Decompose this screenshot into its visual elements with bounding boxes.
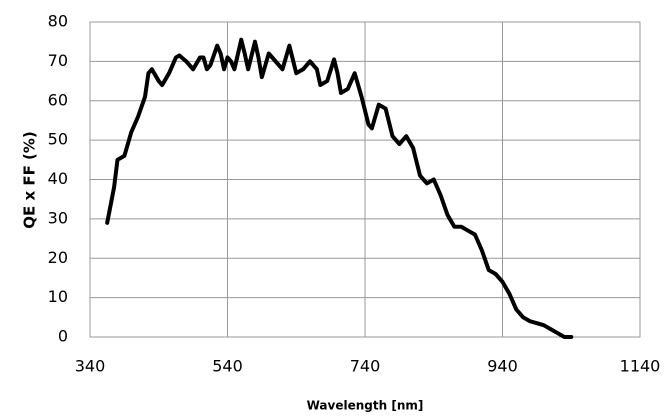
y-tick-label: 10 [48, 287, 68, 306]
y-axis-title: QE x FF (%) [21, 131, 39, 229]
x-tick-label: 940 [487, 357, 518, 376]
plot-border [89, 21, 641, 338]
data-line [105, 37, 574, 339]
x-tick-label: 540 [212, 357, 243, 376]
y-tick-label: 80 [48, 12, 68, 31]
y-tick-label: 20 [48, 248, 68, 267]
y-tick-label: 40 [48, 169, 68, 188]
y-tick-label: 30 [48, 208, 68, 227]
y-tick-label: 0 [58, 327, 68, 346]
y-tick-label: 50 [48, 130, 68, 149]
x-tick-label: 340 [75, 357, 106, 376]
x-tick-label: 740 [350, 357, 381, 376]
y-tick-label: 60 [48, 90, 68, 109]
x-axis-title: Wavelength [nm] [307, 399, 424, 413]
y-tick-label: 70 [48, 51, 68, 70]
x-tick-label: 1140 [620, 357, 661, 376]
